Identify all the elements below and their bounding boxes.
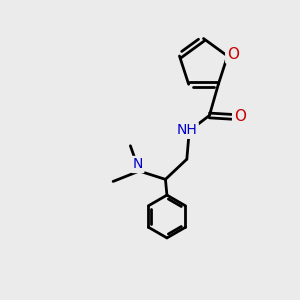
Text: O: O <box>227 47 239 62</box>
Text: N: N <box>133 158 143 172</box>
Text: NH: NH <box>176 123 197 137</box>
Text: O: O <box>234 110 246 124</box>
